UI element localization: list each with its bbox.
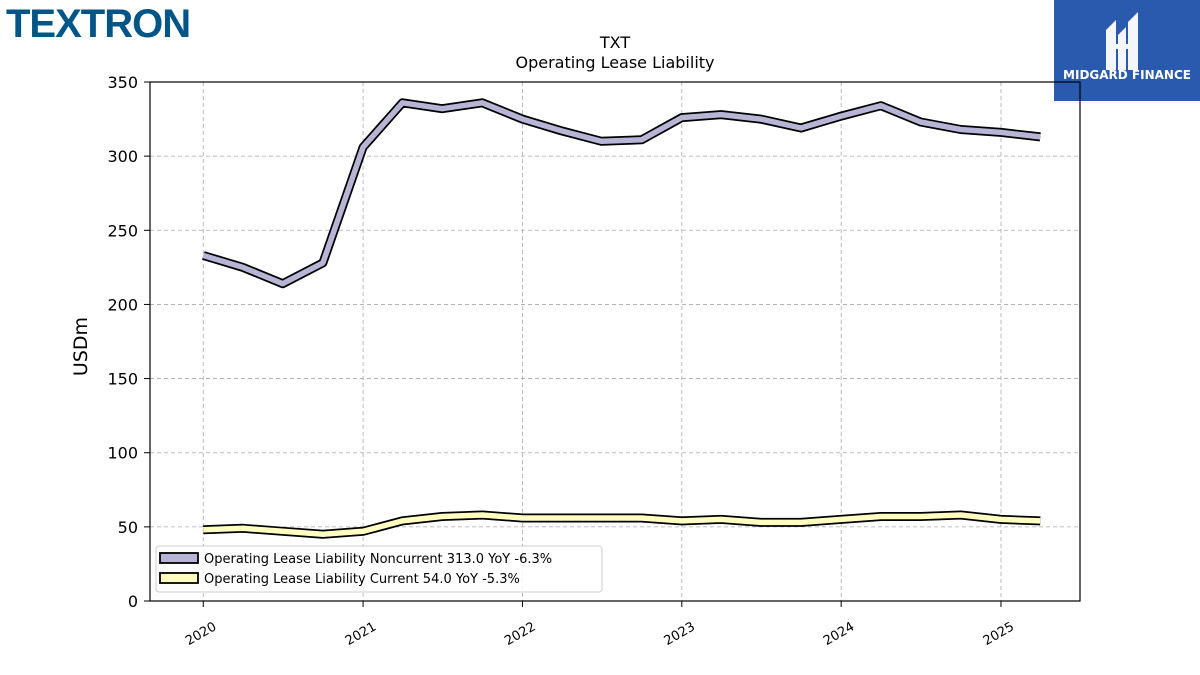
x-tick-label: 2024	[821, 619, 857, 649]
company-logo: TEXTRON	[6, 2, 191, 46]
y-axis-label: USDm	[70, 317, 92, 376]
chart-title: TXT	[599, 33, 630, 52]
y-tick-label: 350	[107, 73, 138, 92]
y-tick-label: 200	[107, 295, 138, 314]
x-tick-label: 2021	[343, 619, 379, 649]
series-outline-0	[202, 98, 1041, 289]
series-line-1	[203, 512, 1041, 538]
plot-frame	[149, 81, 1081, 602]
y-tick-label: 250	[107, 221, 138, 240]
x-tick-label: 2020	[183, 619, 219, 649]
legend-label-1: Operating Lease Liability Current 54.0 Y…	[204, 572, 520, 587]
y-tick-label: 50	[118, 518, 138, 537]
badge-background	[1054, 0, 1200, 101]
x-tick-label: 2025	[981, 619, 1017, 649]
legend-swatch-0	[159, 552, 199, 564]
legend-label-0: Operating Lease Liability Noncurrent 313…	[204, 552, 552, 567]
y-tick-label: 100	[107, 444, 138, 463]
series-area	[202, 98, 1041, 539]
y-tick-label: 150	[107, 370, 138, 389]
y-tick-label: 0	[128, 592, 138, 611]
legend-box	[155, 545, 603, 593]
legend: Operating Lease Liability Noncurrent 313…	[155, 545, 603, 593]
brand-badge: MIDGARD FINANCE	[1054, 0, 1200, 101]
x-tick-label: 2023	[662, 619, 698, 649]
x-tick-label: 2022	[502, 619, 538, 649]
grid	[150, 81, 1080, 602]
x-axis: 2020 2021 2022 2023 2024 2025	[183, 601, 1017, 649]
midgard-logo-icon	[1054, 0, 1200, 101]
series-line-0	[202, 100, 1041, 287]
brand-name: MIDGARD FINANCE	[1063, 68, 1191, 82]
y-axis: 0 50 100 150 200 250 300 350	[107, 73, 150, 611]
chart-subtitle: Operating Lease Liability	[515, 53, 714, 72]
y-tick-label: 300	[107, 147, 138, 166]
legend-swatch-1	[159, 572, 199, 584]
